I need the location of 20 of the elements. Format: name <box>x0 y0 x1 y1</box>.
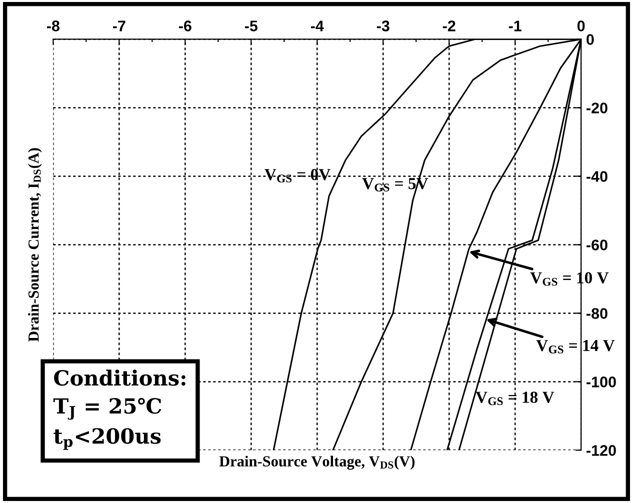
y-axis-title: Drain-Source Current, I$_{DS}$(A) <box>28 148 42 342</box>
x-tick-label: 0 <box>577 20 585 32</box>
x-tick-label: -5 <box>244 20 258 32</box>
annotation: V$_{GS}$ = 14 V <box>536 340 615 354</box>
y-tick-label: 0 <box>586 34 594 45</box>
x-tick-label: -4 <box>310 20 324 32</box>
x-tick-label: -1 <box>508 20 522 32</box>
x-tick-label: -8 <box>46 20 60 32</box>
x-tick-label: -7 <box>112 20 126 32</box>
x-tick-label: -6 <box>178 20 192 32</box>
text: Conditions: T$_{J}$ = 25℃ t$_{p}$<200us <box>53 370 186 450</box>
x-tick-label: -2 <box>442 20 456 32</box>
x-tick-label: -3 <box>376 20 390 32</box>
y-tick-label: -120 <box>586 445 616 456</box>
y-tick-label: -40 <box>586 171 608 182</box>
x-axis-title: Drain-Source Voltage, V$_{DS}$(V) <box>219 456 415 470</box>
y-tick-label: -60 <box>586 240 608 250</box>
y-tick-label: -100 <box>586 376 616 388</box>
y-tick-label: -80 <box>586 308 608 319</box>
y-tick-label: -20 <box>586 102 608 114</box>
